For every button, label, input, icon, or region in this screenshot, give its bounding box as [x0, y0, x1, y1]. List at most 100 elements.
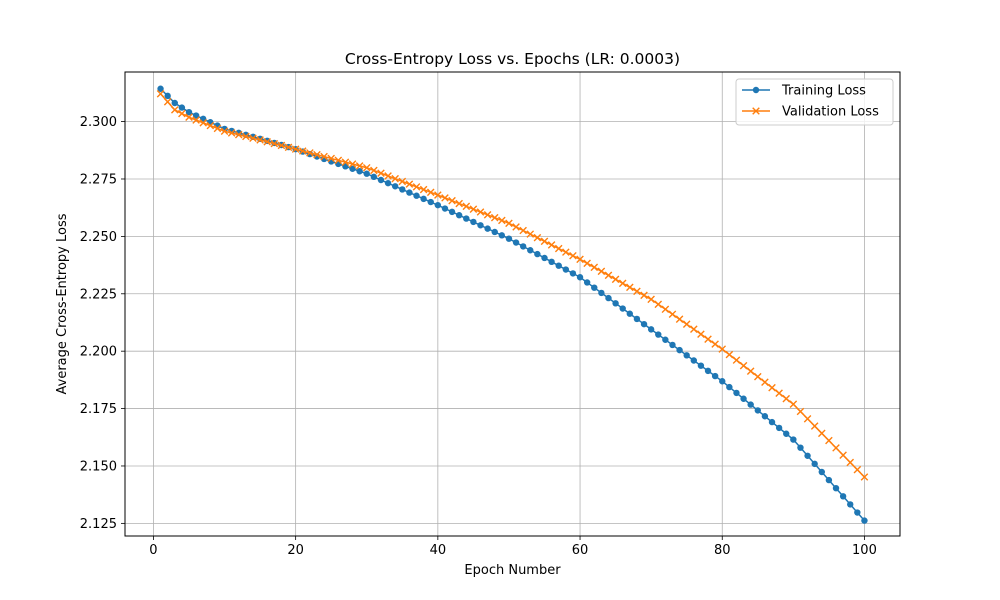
data-point	[682, 320, 691, 328]
data-point	[583, 259, 591, 268]
data-point	[810, 422, 819, 430]
data-point	[277, 141, 286, 150]
data-point	[512, 239, 520, 246]
data-point	[477, 222, 484, 229]
data-point	[178, 104, 186, 111]
x-tick-label: 100	[852, 543, 877, 558]
data-point	[853, 465, 862, 474]
data-point	[213, 124, 222, 133]
data-point	[726, 383, 733, 391]
data-point	[399, 186, 406, 193]
data-point	[675, 315, 684, 324]
data-point	[839, 493, 847, 500]
data-point	[576, 274, 584, 281]
data-point	[540, 237, 549, 246]
y-tick-label: 2.200	[80, 345, 117, 360]
y-tick-label: 2.225	[80, 287, 117, 302]
data-point	[199, 119, 208, 127]
data-point	[498, 216, 506, 225]
data-point	[740, 395, 747, 402]
data-point	[170, 106, 179, 114]
legend: Training Loss Validation Loss	[735, 78, 894, 126]
data-point	[334, 156, 343, 165]
data-point	[441, 205, 449, 212]
data-point	[860, 473, 869, 481]
data-point	[789, 400, 798, 409]
data-point	[732, 356, 741, 364]
data-point	[739, 361, 748, 370]
data-point	[803, 414, 812, 423]
x-axis-label: Epoch Number	[464, 563, 561, 578]
data-point	[804, 452, 811, 459]
data-point	[775, 424, 783, 432]
data-point	[861, 517, 868, 524]
data-point	[490, 213, 499, 222]
data-point	[846, 458, 855, 467]
data-point	[178, 109, 186, 118]
y-tick-label: 2.275	[80, 172, 117, 187]
data-point	[398, 177, 407, 186]
data-point	[832, 484, 840, 492]
data-point	[796, 407, 805, 416]
data-point	[783, 430, 790, 437]
data-point	[640, 291, 648, 300]
data-point	[512, 223, 520, 231]
data-point	[462, 202, 471, 211]
series-layer	[156, 85, 869, 524]
data-point	[519, 226, 527, 235]
data-point	[171, 99, 178, 107]
data-point	[320, 152, 328, 161]
data-point	[519, 243, 527, 250]
data-point	[562, 248, 570, 256]
data-point	[356, 168, 363, 175]
data-point	[384, 172, 392, 180]
data-point	[363, 170, 370, 177]
data-point	[406, 189, 413, 196]
data-point	[583, 279, 591, 286]
data-point	[370, 173, 378, 181]
data-point	[775, 389, 783, 397]
data-point	[747, 401, 754, 408]
data-point	[817, 429, 826, 438]
data-point	[690, 357, 698, 364]
data-point	[491, 228, 498, 236]
data-point	[348, 160, 357, 168]
legend-box	[735, 78, 894, 126]
data-point	[662, 336, 669, 343]
legend-entry: Training Loss	[742, 84, 866, 99]
data-point	[391, 174, 399, 183]
grid	[125, 72, 900, 536]
data-point	[206, 121, 215, 130]
y-tick-label: 2.300	[80, 115, 117, 130]
data-point	[854, 509, 861, 516]
data-point	[527, 247, 534, 254]
data-point	[220, 127, 229, 136]
data-point	[327, 154, 335, 163]
data-point	[498, 232, 506, 239]
data-point	[469, 205, 478, 213]
data-point	[839, 451, 847, 459]
x-tick-label: 60	[572, 543, 589, 558]
data-point	[384, 179, 392, 187]
y-tick-label: 2.175	[80, 402, 117, 417]
data-point	[306, 149, 314, 157]
data-point	[185, 108, 193, 116]
data-point	[746, 367, 755, 375]
data-point	[448, 196, 456, 205]
data-point	[590, 263, 599, 272]
data-point	[377, 169, 385, 177]
data-point	[534, 250, 541, 258]
data-point	[441, 194, 449, 202]
data-point	[263, 138, 271, 146]
data-point	[647, 326, 655, 333]
data-point	[612, 300, 619, 307]
data-point	[591, 284, 598, 291]
data-point	[164, 92, 171, 100]
data-point	[405, 180, 414, 188]
data-point	[413, 192, 420, 199]
data-point	[526, 230, 535, 238]
data-point	[483, 211, 492, 219]
y-tick-label: 2.125	[80, 517, 117, 532]
data-point	[419, 185, 428, 194]
